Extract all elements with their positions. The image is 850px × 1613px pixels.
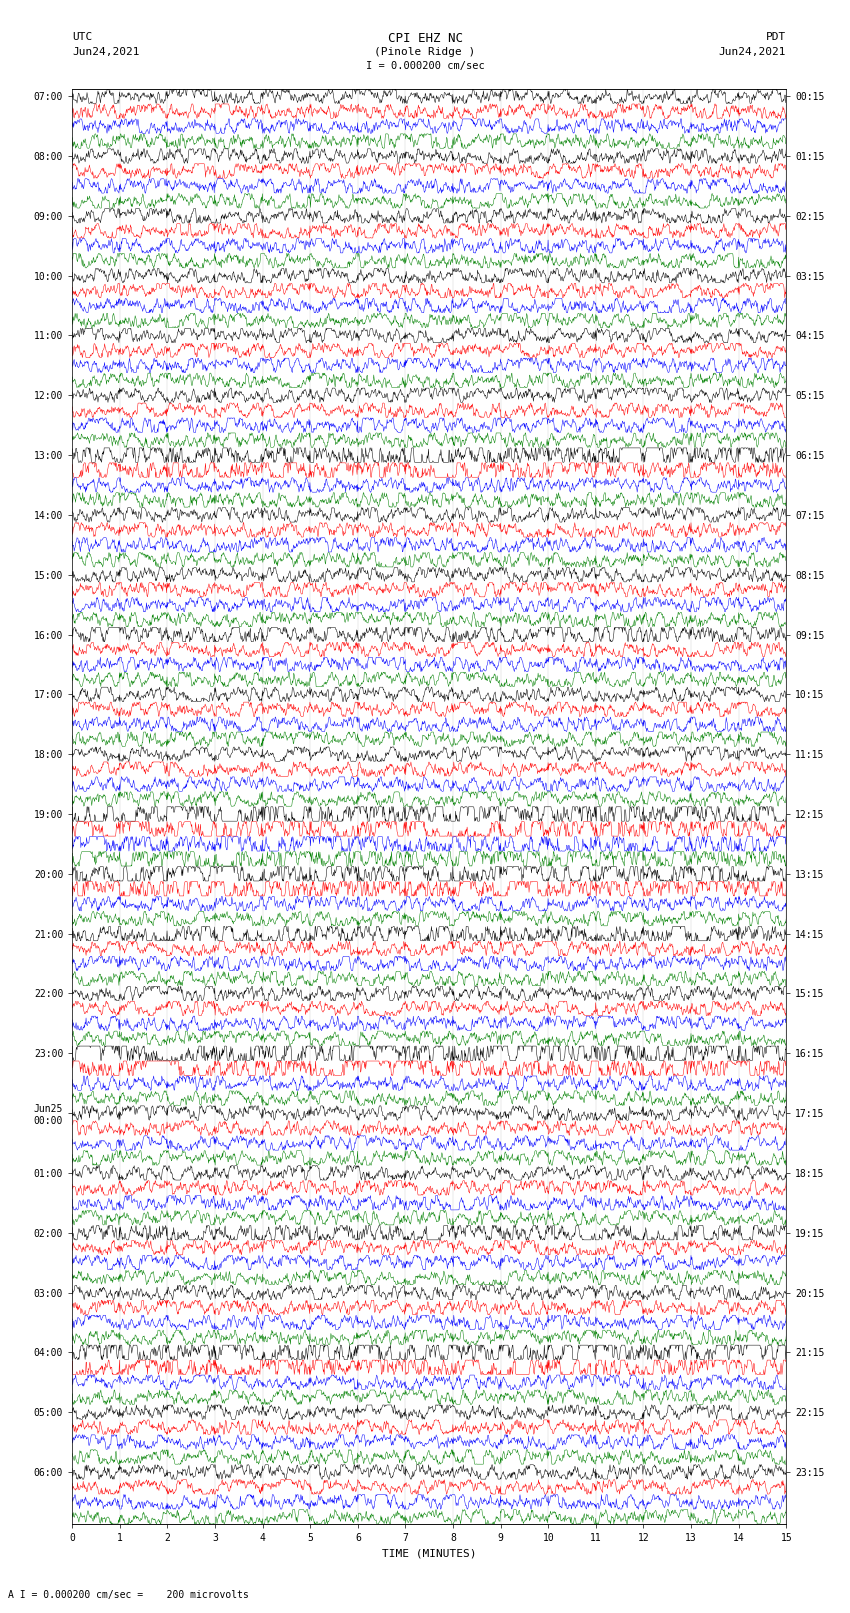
Text: PDT: PDT	[766, 32, 786, 42]
Text: I = 0.000200 cm/sec: I = 0.000200 cm/sec	[366, 61, 484, 71]
Text: A I = 0.000200 cm/sec =    200 microvolts: A I = 0.000200 cm/sec = 200 microvolts	[8, 1590, 249, 1600]
Text: CPI EHZ NC: CPI EHZ NC	[388, 32, 462, 45]
Text: Jun24,2021: Jun24,2021	[719, 47, 786, 56]
Text: (Pinole Ridge ): (Pinole Ridge )	[374, 47, 476, 56]
Text: Jun24,2021: Jun24,2021	[72, 47, 139, 56]
Text: UTC: UTC	[72, 32, 93, 42]
X-axis label: TIME (MINUTES): TIME (MINUTES)	[382, 1548, 477, 1558]
